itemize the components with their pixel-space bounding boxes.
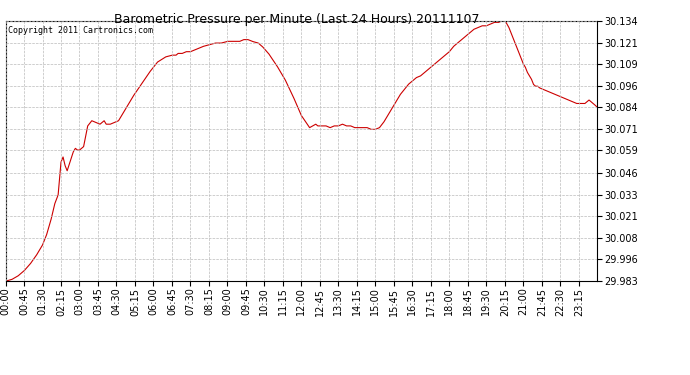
Text: Copyright 2011 Cartronics.com: Copyright 2011 Cartronics.com bbox=[8, 26, 153, 35]
Text: Barometric Pressure per Minute (Last 24 Hours) 20111107: Barometric Pressure per Minute (Last 24 … bbox=[114, 13, 480, 26]
